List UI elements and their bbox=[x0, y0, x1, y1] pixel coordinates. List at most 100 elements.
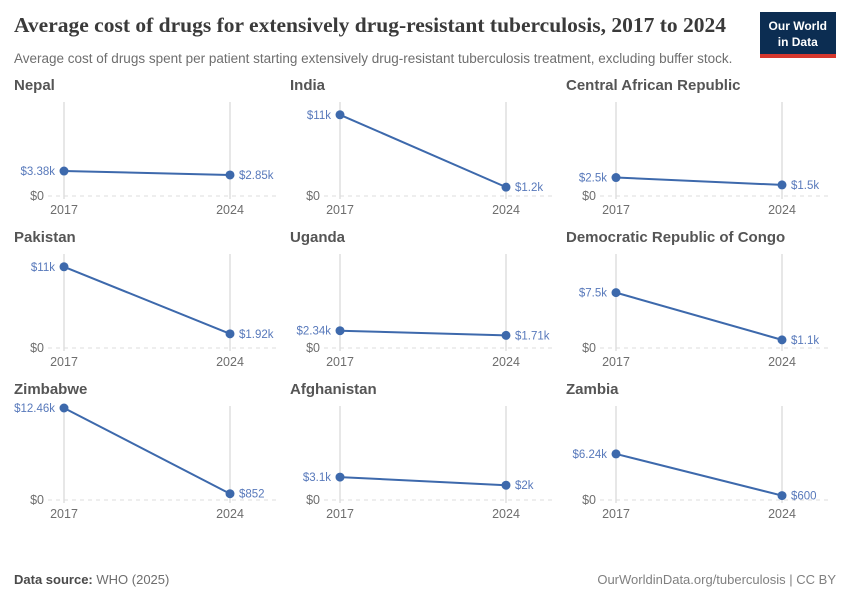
data-point-end bbox=[225, 170, 235, 180]
data-point-end bbox=[501, 480, 511, 490]
value-label-start: $11k bbox=[307, 110, 331, 122]
country-name: Central African Republic bbox=[566, 77, 741, 95]
x-tick-label: 2024 bbox=[768, 507, 796, 521]
y-zero-label: $0 bbox=[30, 341, 44, 355]
line-chart-plot: $0 $2.34k $1.71k 2017 2024 bbox=[296, 254, 554, 369]
value-label-start: $12.46k bbox=[14, 403, 55, 415]
trend-line bbox=[63, 266, 231, 335]
line-chart-plot: $0 $7.5k $1.1k 2017 2024 bbox=[579, 254, 830, 369]
country-name: Democratic Republic of Congo bbox=[566, 229, 786, 247]
y-zero-label: $0 bbox=[306, 341, 320, 355]
data-point-end bbox=[225, 489, 235, 499]
trend-line bbox=[339, 476, 507, 487]
trend-line bbox=[339, 329, 507, 337]
x-tick-label: 2024 bbox=[768, 355, 796, 369]
data-point-end bbox=[225, 329, 235, 339]
y-zero-label: $0 bbox=[30, 493, 44, 507]
value-label-start: $2.34k bbox=[296, 326, 331, 338]
footer-citation-link[interactable]: OurWorldinData.org/tuberculosis | CC BY bbox=[597, 572, 836, 587]
owid-logo[interactable]: Our World in Data bbox=[759, 12, 836, 59]
page-title: Average cost of drugs for extensively dr… bbox=[14, 13, 727, 37]
value-label-end: $1.2k bbox=[515, 182, 543, 194]
line-chart-plot: $0 $12.46k $852 2017 2024 bbox=[14, 403, 278, 521]
country-name: Uganda bbox=[290, 229, 346, 247]
country-chart: Pakistan $0 $11k $1.92k 2017 2024 bbox=[14, 228, 284, 376]
page-subtitle: Average cost of drugs spent per patient … bbox=[14, 50, 733, 66]
x-tick-label: 2024 bbox=[492, 355, 520, 369]
owid-logo-line2: in Data bbox=[777, 34, 818, 49]
x-tick-label: 2017 bbox=[50, 507, 78, 521]
country-chart: India $0 $11k $1.2k 2017 2024 bbox=[290, 76, 560, 224]
country-name: Nepal bbox=[14, 77, 55, 95]
x-tick-label: 2017 bbox=[50, 203, 78, 217]
country-chart: Afghanistan $0 $3.1k $2k 2017 2024 bbox=[290, 380, 560, 528]
trend-line bbox=[615, 453, 783, 497]
x-tick-label: 2024 bbox=[216, 507, 244, 521]
value-label-end: $1.5k bbox=[791, 180, 819, 192]
trend-line bbox=[63, 407, 231, 495]
value-label-end: $2k bbox=[515, 480, 534, 492]
chart-footer: Data source: WHO (2025) OurWorldinData.o… bbox=[0, 572, 850, 600]
x-tick-label: 2017 bbox=[326, 355, 354, 369]
trend-line bbox=[63, 170, 231, 177]
y-zero-label: $0 bbox=[582, 189, 596, 203]
line-chart-plot: $0 $3.1k $2k 2017 2024 bbox=[303, 406, 554, 521]
line-chart-plot: $0 $6.24k $600 2017 2024 bbox=[572, 406, 830, 521]
data-point-end bbox=[501, 331, 511, 341]
country-name: India bbox=[290, 77, 326, 95]
data-point-start bbox=[611, 449, 621, 459]
x-tick-label: 2017 bbox=[602, 355, 630, 369]
line-chart-plot: $0 $2.5k $1.5k 2017 2024 bbox=[579, 102, 830, 217]
data-point-start bbox=[611, 173, 621, 183]
country-chart: Zimbabwe $0 $12.46k $852 2017 2024 bbox=[14, 380, 284, 528]
data-point-end bbox=[777, 491, 787, 501]
line-chart-plot: $0 $11k $1.2k 2017 2024 bbox=[306, 102, 554, 217]
trend-line bbox=[339, 114, 507, 189]
chart-header: Average cost of drugs for extensively dr… bbox=[0, 0, 850, 68]
value-label-start: $3.38k bbox=[20, 166, 55, 178]
y-zero-label: $0 bbox=[582, 341, 596, 355]
value-label-start: $7.5k bbox=[579, 288, 607, 300]
country-chart: Central African Republic $0 $2.5k $1.5k 201… bbox=[566, 76, 836, 224]
value-label-end: $2.85k bbox=[239, 170, 274, 182]
country-name: Afghanistan bbox=[290, 381, 377, 399]
country-chart: Nepal $0 $3.38k $2.85k 2017 2024 bbox=[14, 76, 284, 224]
x-tick-label: 2024 bbox=[216, 203, 244, 217]
data-source-value: WHO (2025) bbox=[96, 572, 170, 587]
data-point-start bbox=[335, 110, 345, 120]
data-point-end bbox=[777, 335, 787, 345]
x-tick-label: 2017 bbox=[326, 203, 354, 217]
country-chart: Zambia $0 $6.24k $600 2017 2024 bbox=[566, 380, 836, 528]
value-label-end: $852 bbox=[239, 489, 265, 501]
x-tick-label: 2017 bbox=[602, 507, 630, 521]
owid-logo-line1: Our World bbox=[768, 19, 827, 33]
data-point-end bbox=[501, 182, 511, 192]
data-source-label: Data source: bbox=[14, 572, 93, 587]
line-chart-plot: $0 $3.38k $2.85k 2017 2024 bbox=[20, 102, 278, 217]
value-label-end: $1.1k bbox=[791, 335, 819, 347]
x-tick-label: 2017 bbox=[50, 355, 78, 369]
country-name: Zimbabwe bbox=[14, 381, 88, 399]
value-label-end: $1.92k bbox=[239, 329, 274, 341]
data-point-start bbox=[59, 166, 69, 176]
x-tick-label: 2017 bbox=[326, 507, 354, 521]
data-point-end bbox=[777, 180, 787, 190]
data-point-start bbox=[611, 288, 621, 298]
value-label-start: $11k bbox=[31, 262, 55, 274]
value-label-end: $1.71k bbox=[515, 331, 550, 343]
x-tick-label: 2024 bbox=[492, 507, 520, 521]
country-name: Zambia bbox=[566, 381, 619, 399]
y-zero-label: $0 bbox=[582, 493, 596, 507]
value-label-start: $3.1k bbox=[303, 472, 331, 484]
x-tick-label: 2024 bbox=[492, 203, 520, 217]
y-zero-label: $0 bbox=[306, 493, 320, 507]
x-tick-label: 2017 bbox=[602, 203, 630, 217]
value-label-start: $6.24k bbox=[572, 449, 607, 461]
y-zero-label: $0 bbox=[30, 189, 44, 203]
data-point-start bbox=[335, 472, 345, 482]
value-label-end: $600 bbox=[791, 491, 817, 503]
y-zero-label: $0 bbox=[306, 189, 320, 203]
country-name: Pakistan bbox=[14, 229, 76, 247]
small-multiples-grid: Nepal $0 $3.38k $2.85k 2017 2024 India $0 $11… bbox=[0, 68, 850, 528]
country-chart: Uganda $0 $2.34k $1.71k 2017 2024 bbox=[290, 228, 560, 376]
